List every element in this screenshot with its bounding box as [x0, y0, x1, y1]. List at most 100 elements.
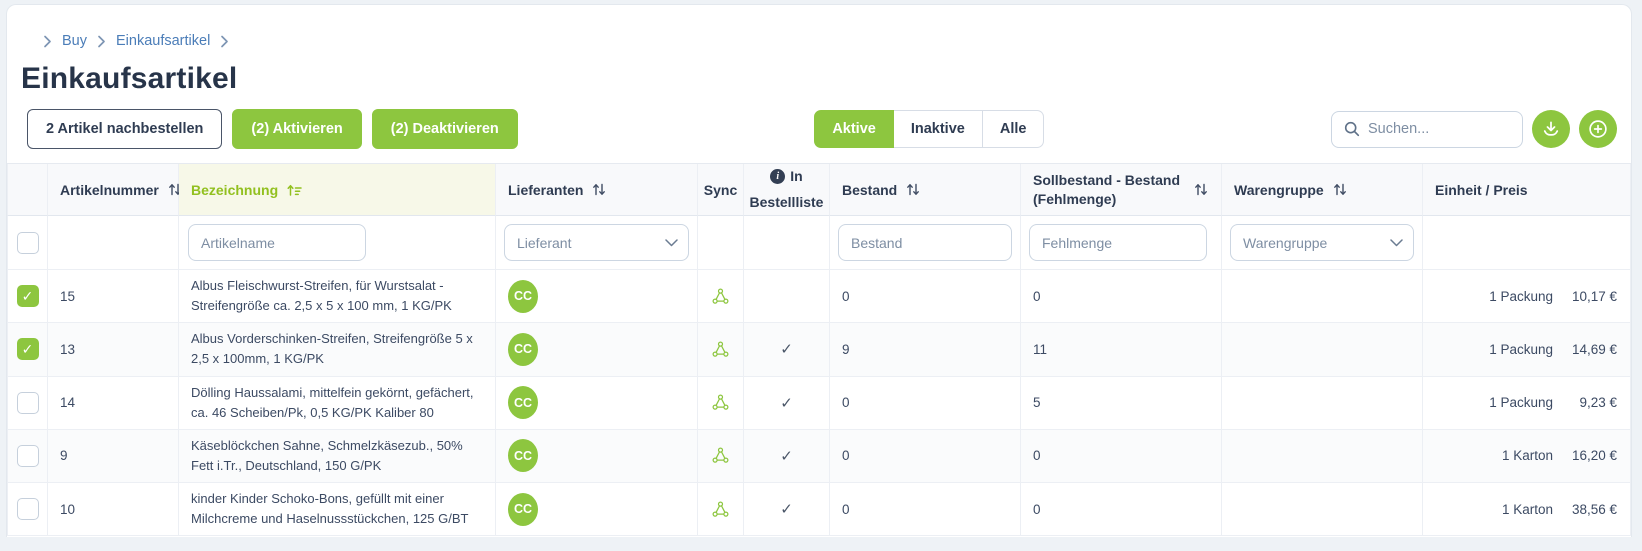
warengruppe-cell [1222, 376, 1423, 430]
toolbar-right [1331, 110, 1617, 148]
lieferanten-cell: CC [496, 483, 698, 537]
table-filter-row: ✓ Lieferant [7, 216, 1631, 270]
lieferanten-cell: CC [496, 376, 698, 430]
chevron-down-icon [1390, 238, 1403, 247]
einheit-preis-cell: 1 Karton 38,56 € [1423, 483, 1631, 537]
header-checkbox-cell [7, 164, 48, 216]
breadcrumb-link-buy[interactable]: Buy [62, 33, 87, 49]
table-header-row: Artikelnummer Bezeichnung Lieferanten Sy… [7, 164, 1631, 216]
sync-icon [711, 446, 730, 465]
bezeichnung-cell: Käseblöckchen Sahne, Schmelzkäsezub., 50… [179, 429, 496, 484]
bezeichnung-cell: Albus Vorderschinken-Streifen, Streifeng… [179, 323, 496, 377]
row-checkbox[interactable]: ✓ [16, 391, 39, 414]
search-input[interactable] [1368, 121, 1510, 137]
supplier-badge[interactable]: CC [508, 439, 538, 473]
in-bestellliste-cell: ✓ [744, 429, 830, 484]
filter-artikelnummer-cell [48, 216, 179, 270]
bezeichnung-cell: Albus Fleischwurst-Streifen, für Wurstsa… [179, 270, 496, 324]
sync-icon [711, 393, 730, 412]
column-header-warengruppe[interactable]: Warengruppe [1222, 164, 1423, 216]
artikelname-filter-input[interactable] [188, 224, 366, 261]
supplier-badge[interactable]: CC [508, 492, 538, 526]
chevron-right-icon [43, 35, 52, 48]
warengruppe-cell [1222, 323, 1423, 377]
sort-icon [905, 182, 921, 197]
chevron-down-icon [665, 238, 678, 247]
fehlmenge-cell: 11 [1021, 323, 1222, 377]
tab-aktive[interactable]: Aktive [814, 110, 894, 148]
search-icon [1344, 121, 1360, 137]
chevron-right-icon [220, 35, 229, 48]
sort-icon [1193, 182, 1209, 197]
warengruppe-filter-select[interactable]: Warengruppe [1230, 224, 1414, 261]
select-all-checkbox[interactable]: ✓ [16, 231, 39, 254]
in-bestellliste-cell: ✓ [744, 270, 830, 324]
tab-alle[interactable]: Alle [982, 110, 1045, 148]
sync-icon [711, 500, 730, 519]
row-checkbox-cell: ✓ [7, 323, 48, 377]
row-checkbox[interactable]: ✓ [16, 285, 39, 308]
plus-icon [1587, 118, 1609, 140]
row-checkbox[interactable]: ✓ [16, 338, 39, 361]
breadcrumb-link-einkaufsartikel[interactable]: Einkaufsartikel [116, 33, 211, 49]
in-bestellliste-check-icon: ✓ [780, 394, 793, 412]
status-filter-tabs: Aktive Inaktive Alle [814, 110, 1045, 148]
warengruppe-cell [1222, 270, 1423, 324]
bestand-cell: 0 [830, 429, 1021, 484]
fehlmenge-filter-input[interactable] [1029, 224, 1207, 261]
add-article-button[interactable] [1579, 110, 1617, 148]
chevron-right-icon [97, 35, 106, 48]
supplier-badge[interactable]: CC [508, 332, 538, 366]
fehlmenge-cell: 5 [1021, 376, 1222, 430]
in-bestellliste-cell: ✓ [744, 323, 830, 377]
tab-inaktive[interactable]: Inaktive [893, 110, 983, 148]
deactivate-button[interactable]: (2) Deaktivieren [371, 109, 518, 149]
sync-cell [698, 270, 744, 324]
info-icon[interactable]: i [770, 169, 786, 185]
column-header-artikelnummer[interactable]: Artikelnummer [48, 164, 181, 216]
fehlmenge-cell: 0 [1021, 483, 1222, 537]
supplier-badge[interactable]: CC [508, 386, 538, 420]
in-bestellliste-check-icon: ✓ [780, 501, 793, 519]
einheit-preis-cell: 1 Packung 14,69 € [1423, 323, 1631, 377]
artikelnummer-cell: 15 [48, 270, 179, 324]
row-checkbox-cell: ✓ [7, 483, 48, 537]
fehlmenge-cell: 0 [1021, 429, 1222, 484]
row-checkbox[interactable]: ✓ [16, 444, 39, 467]
artikelnummer-cell: 13 [48, 323, 179, 377]
reorder-articles-button[interactable]: 2 Artikel nachbestellen [27, 109, 223, 149]
activate-button[interactable]: (2) Aktivieren [232, 109, 362, 149]
sync-cell [698, 429, 744, 484]
bezeichnung-cell: kinder Kinder Schoko-Bons, gefüllt mit e… [179, 483, 496, 537]
table-row: ✓ 13 Albus Vorderschinken-Streifen, Stre… [7, 323, 1631, 377]
column-header-sollbestand[interactable]: Sollbestand - Bestand (Fehlmenge) [1021, 164, 1222, 216]
page-title: Einkaufsartikel [21, 62, 238, 95]
download-button[interactable] [1532, 110, 1570, 148]
sync-cell [698, 323, 744, 377]
sort-ascending-icon [286, 183, 303, 197]
filter-fehlmenge-cell [1021, 216, 1222, 270]
articles-table: Artikelnummer Bezeichnung Lieferanten Sy… [7, 163, 1631, 537]
in-bestellliste-cell: ✓ [744, 483, 830, 537]
toolbar: 2 Artikel nachbestellen (2) Aktivieren (… [27, 109, 1617, 149]
filter-warengruppe-cell: Warengruppe [1222, 216, 1423, 270]
bestand-cell: 9 [830, 323, 1021, 377]
table-row: ✓ 9 Käseblöckchen Sahne, Schmelzkäsezub.… [7, 429, 1631, 484]
lieferanten-cell: CC [496, 429, 698, 484]
filter-sync-cell [698, 216, 744, 270]
row-checkbox[interactable]: ✓ [16, 498, 39, 521]
lieferant-filter-select[interactable]: Lieferant [504, 224, 689, 261]
column-header-bestand[interactable]: Bestand [830, 164, 1021, 216]
search-box [1331, 110, 1523, 148]
table-row: ✓ 14 Dölling Haussalami, mittelfein gekö… [7, 376, 1631, 430]
column-header-in-bestellliste: i In Bestellliste [744, 164, 830, 216]
sync-cell [698, 483, 744, 537]
filter-einheit-preis-cell [1423, 216, 1631, 270]
warengruppe-cell [1222, 483, 1423, 537]
supplier-badge[interactable]: CC [508, 279, 538, 313]
column-header-bezeichnung[interactable]: Bezeichnung [179, 164, 496, 216]
bestand-filter-input[interactable] [838, 224, 1012, 261]
select-all-cell: ✓ [7, 216, 48, 270]
column-header-lieferanten[interactable]: Lieferanten [496, 164, 698, 216]
einheit-preis-cell: 1 Karton 16,20 € [1423, 429, 1631, 484]
